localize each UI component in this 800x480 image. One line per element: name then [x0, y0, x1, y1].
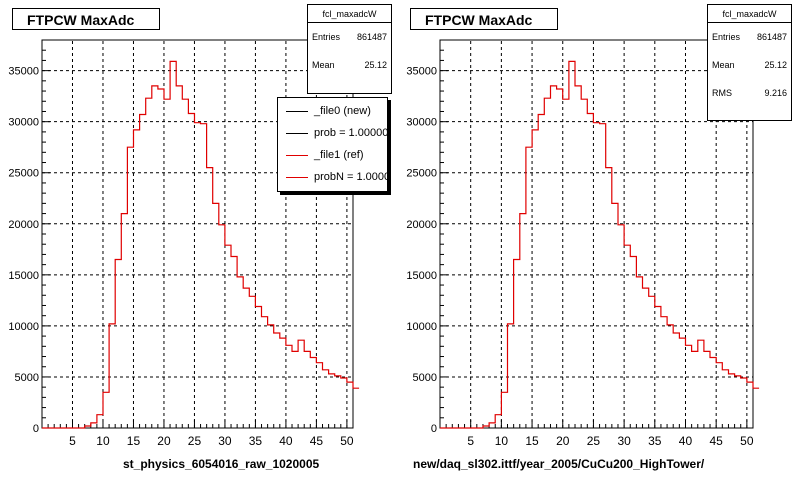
y-tick-label: 10000	[406, 321, 437, 333]
stats-rms-row: RMS 9.216	[708, 79, 791, 107]
y-tick-label: 10000	[8, 321, 39, 333]
x-tick-label: 10	[495, 434, 509, 448]
x-axis-label-left: st_physics_6054016_raw_1020005	[123, 457, 320, 471]
x-tick-label: 15	[127, 434, 141, 448]
stats-entries-value: 861487	[756, 32, 787, 42]
legend-entry: _file1 (ref)	[278, 144, 387, 166]
plot-right: 5 10 15 20 25 30 35 40 45 50 0 5000 10000 15000 20000 2…	[406, 39, 760, 448]
histogram-series-line	[42, 60, 360, 429]
x-tick-label: 45	[310, 434, 324, 448]
y-tick-label: 20000	[406, 219, 437, 231]
legend-swatch	[286, 154, 308, 156]
stats-rms-label: RMS	[712, 88, 732, 98]
legend-label: _file0 (new)	[314, 105, 371, 117]
x-tick-label: 40	[679, 434, 693, 448]
stats-mean-label: Mean	[712, 60, 735, 70]
x-tick-label: 45	[709, 434, 723, 448]
stats-entries-row: Entries 861487	[308, 23, 391, 51]
stats-mean-value: 25.12	[364, 60, 387, 70]
y-tick-label: 0	[33, 423, 39, 435]
y-tick-label: 30000	[406, 117, 437, 129]
legend-swatch	[286, 176, 308, 178]
x-tick-label: 5	[467, 434, 474, 448]
legend-label: _file1 (ref)	[314, 149, 364, 161]
stats-name: fcl_maxadcW	[708, 5, 791, 23]
legend-entry: _file0 (new)	[278, 100, 387, 122]
y-tick-label: 25000	[8, 168, 39, 180]
x-tick-label: 20	[556, 434, 570, 448]
stats-mean-row: Mean 25.12	[708, 51, 791, 79]
stats-name: fcl_maxadcW	[308, 5, 391, 23]
x-tick-label: 50	[740, 434, 754, 448]
stats-mean-label: Mean	[312, 60, 335, 70]
x-tick-label: 20	[157, 434, 171, 448]
stats-mean-value: 25.12	[764, 60, 787, 70]
y-tick-label: 25000	[406, 168, 437, 180]
x-tick-label: 30	[218, 434, 232, 448]
x-tick-label: 25	[188, 434, 202, 448]
legend-swatch	[286, 132, 308, 134]
chart-title-right: FTPCW MaxAdc	[410, 8, 558, 30]
x-tick-label: 40	[279, 434, 293, 448]
y-tick-label: 35000	[406, 66, 437, 78]
y-tick-label: 0	[431, 423, 437, 435]
stats-entries-value: 861487	[356, 32, 387, 42]
x-tick-label: 5	[69, 434, 76, 448]
x-tick-label: 30	[617, 434, 631, 448]
y-tick-label: 20000	[8, 219, 39, 231]
histogram-series-line	[440, 60, 760, 429]
y-tick-label: 5000	[413, 372, 437, 384]
y-tick-label: 5000	[15, 372, 39, 384]
y-tick-label: 15000	[406, 270, 437, 282]
legend-label: probN = 1.000000	[314, 171, 387, 183]
stats-entries-row: Entries 861487	[708, 23, 791, 51]
x-tick-label: 10	[96, 434, 110, 448]
x-tick-label: 50	[340, 434, 354, 448]
y-tick-label: 35000	[8, 66, 39, 78]
y-tick-label: 30000	[8, 117, 39, 129]
stats-box-right: fcl_maxadcW Entries 861487 Mean 25.12 RM…	[707, 4, 792, 121]
stats-rms-value: 9.216	[764, 88, 787, 98]
legend-box: _file0 (new) prob = 1.000000 _file1 (ref…	[277, 97, 388, 192]
x-tick-label: 35	[648, 434, 662, 448]
x-axis-label-right: new/daq_sl302.ittf/year_2005/CuCu200_Hig…	[413, 457, 705, 471]
legend-label: prob = 1.000000	[314, 127, 387, 139]
legend-entry: probN = 1.000000	[278, 166, 387, 188]
stats-box-left: fcl_maxadcW Entries 861487 Mean 25.12	[307, 4, 392, 94]
stats-entries-label: Entries	[312, 32, 341, 42]
x-tick-label: 25	[587, 434, 601, 448]
x-tick-label: 15	[525, 434, 539, 448]
y-tick-label: 15000	[8, 270, 39, 282]
x-tick-label: 35	[249, 434, 263, 448]
stats-mean-row: Mean 25.12	[308, 51, 391, 79]
chart-title-left: FTPCW MaxAdc	[12, 8, 160, 30]
legend-swatch	[286, 110, 308, 112]
stats-entries-label: Entries	[712, 32, 741, 42]
legend-entry: prob = 1.000000	[278, 122, 387, 144]
